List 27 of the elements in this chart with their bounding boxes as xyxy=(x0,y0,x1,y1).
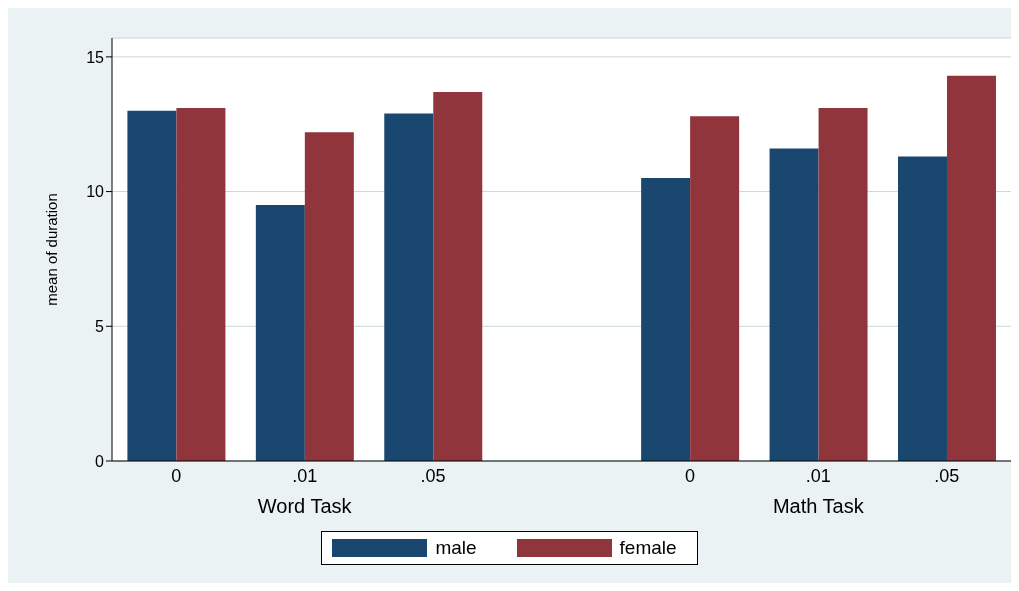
x-tick-label: .01 xyxy=(292,465,318,486)
bar xyxy=(690,116,740,461)
text: Word Task xyxy=(256,495,353,518)
bar xyxy=(255,205,305,461)
y-tick-label: 15 xyxy=(86,48,105,66)
bar xyxy=(384,113,434,461)
bar xyxy=(946,75,996,461)
bar xyxy=(897,156,947,461)
legend-label: male xyxy=(435,537,477,559)
legend-label: female xyxy=(619,537,677,559)
x-tick-label: 0 xyxy=(684,465,695,486)
bar xyxy=(127,110,177,461)
x-tick-label: .01 xyxy=(805,465,831,486)
y-tick-label: 0 xyxy=(95,452,105,470)
text: Math Task xyxy=(771,495,865,518)
bar xyxy=(641,178,691,461)
bar xyxy=(304,132,354,461)
y-tick-label: 10 xyxy=(86,183,105,201)
y-tick-label: 5 xyxy=(95,317,105,335)
bar xyxy=(433,91,483,461)
bar xyxy=(176,108,226,461)
x-tick-label: .05 xyxy=(420,465,446,486)
bar xyxy=(769,148,819,461)
bar xyxy=(818,108,868,461)
y-axis-title: mean of duration xyxy=(43,193,61,306)
x-tick-label: 0 xyxy=(171,465,182,486)
x-tick-label: .05 xyxy=(934,465,960,486)
